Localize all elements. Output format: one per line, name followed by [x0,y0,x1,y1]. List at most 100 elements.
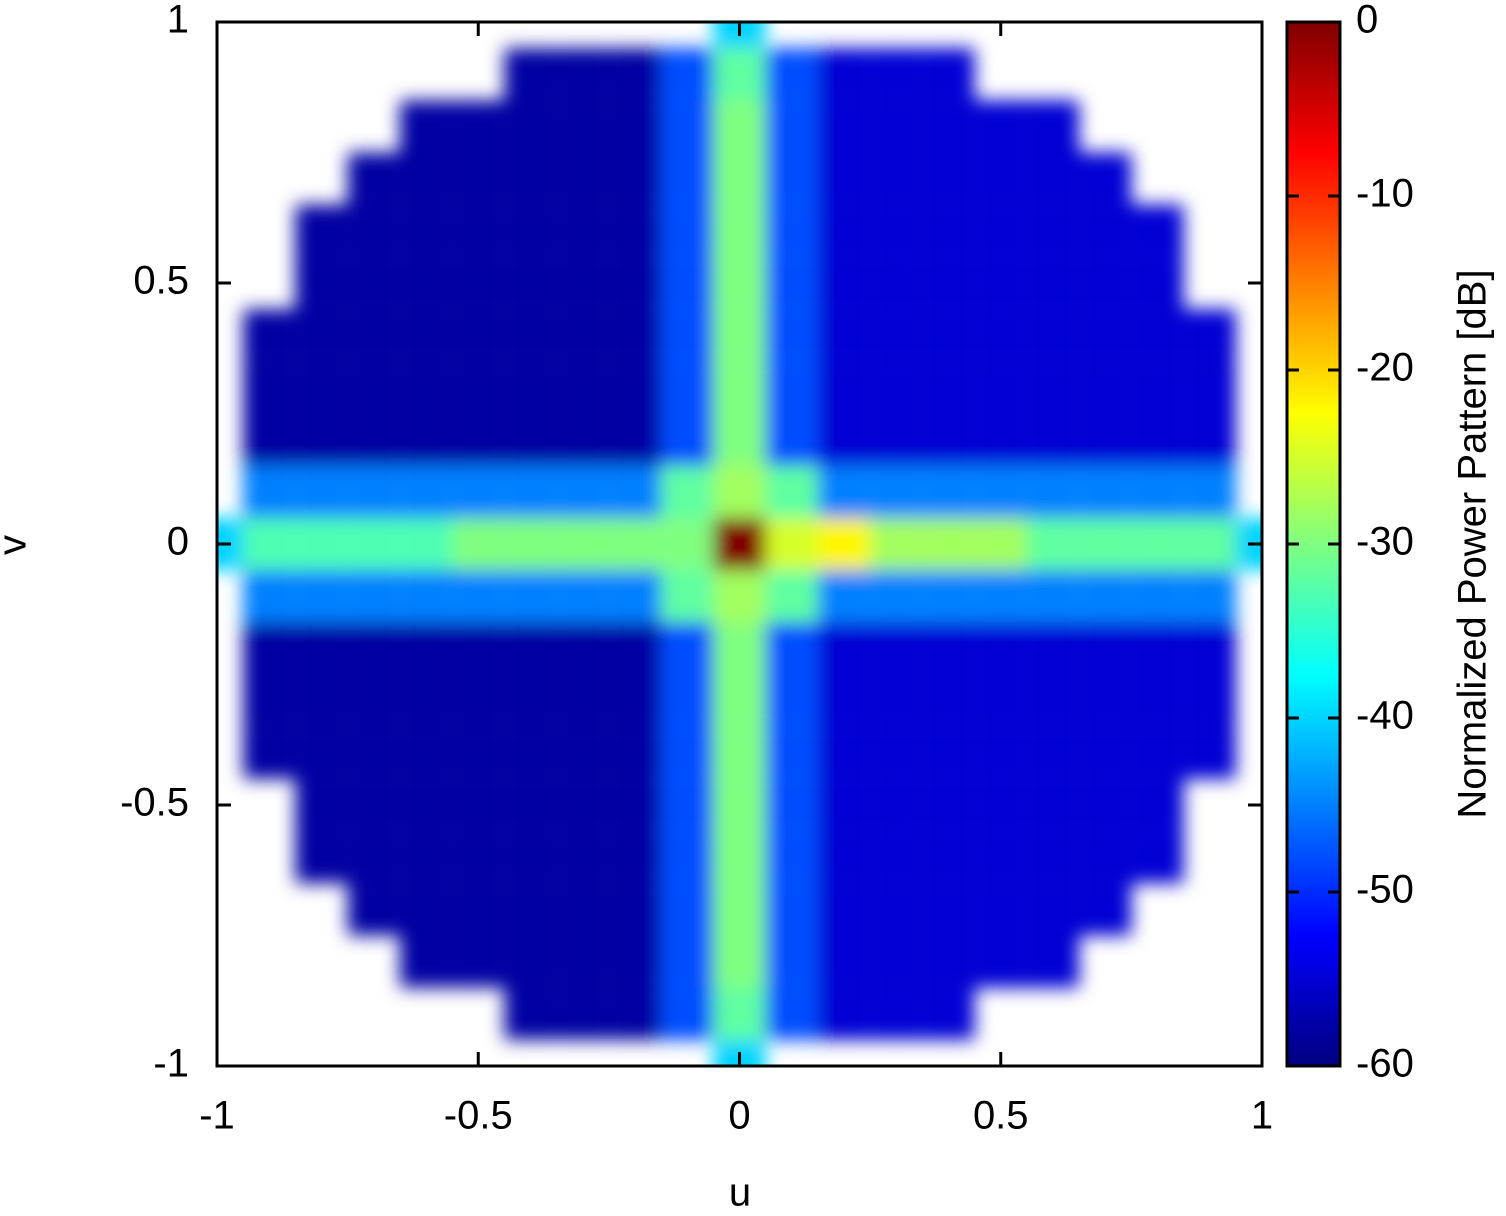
heatmap-cell [974,726,1027,779]
heatmap-cell [295,361,348,414]
heatmap-cell [504,935,557,988]
heatmap-cell [347,152,400,205]
heatmap-cell [1183,622,1236,675]
heatmap-cell [922,935,975,988]
heatmap-cell [870,883,923,936]
heatmap-cell [347,883,400,936]
heatmap-cell [608,309,662,362]
colorbar-tick-label: -40 [1356,694,1414,738]
heatmap-cell [713,48,766,101]
heatmap-cell [765,778,818,832]
heatmap-cell [1026,935,1080,988]
heatmap-cell [452,622,505,675]
heatmap-cell [922,256,975,310]
heatmap-cell [347,309,400,362]
heatmap-cell [295,413,348,466]
heatmap-cell [347,831,400,884]
heatmap-cell [922,726,975,779]
heatmap-cell [870,204,923,257]
colorbar-tick-label: -10 [1356,172,1414,216]
heatmap-cell [870,413,923,466]
heatmap-cell [765,622,818,675]
heatmap-cell [504,778,557,832]
heatmap-cell [347,674,400,727]
heatmap-cell [713,883,766,936]
heatmap-cell [504,831,557,884]
heatmap-cell [504,883,557,936]
heatmap-cell [817,883,871,936]
heatmap-cell [556,152,609,205]
heatmap-cell [765,883,818,936]
heatmap-cell [974,517,1027,571]
heatmap-cell [922,413,975,466]
heatmap-cell [817,309,871,362]
heatmap-cell [922,570,975,623]
heatmap-cell [817,204,871,257]
heatmap-cell [713,570,766,623]
heatmap-cell [974,778,1027,832]
heatmap-cell [556,570,609,623]
heatmap-cell [1183,465,1236,518]
heatmap-cell [399,778,453,832]
heatmap-cell [399,517,453,571]
heatmap-cell [1079,778,1132,832]
heatmap-cell [608,517,662,571]
heatmap-cell [1079,204,1132,257]
heatmap-cell [608,100,662,153]
heatmap-cell [661,883,714,936]
heatmap-cell [765,517,818,571]
heatmap-cell [452,778,505,832]
heatmap-cell [765,935,818,988]
heatmap-cell [295,622,348,675]
heatmap-cell [347,570,400,623]
heatmap-cell [1183,517,1236,571]
heatmap-cell [1026,204,1080,257]
y-tick-label: -0.5 [120,781,189,825]
heatmap-cell [347,413,400,466]
heatmap-cell [713,831,766,884]
heatmap-cell [661,152,714,205]
heatmap-cell [661,674,714,727]
heatmap-cell [295,831,348,884]
x-tick-label: 1 [1251,1094,1273,1138]
heatmap-cell [1079,622,1132,675]
colorbar-tick-label: -50 [1356,868,1414,912]
x-tick-label: 0 [728,1094,750,1138]
heatmap-cell [556,465,609,518]
heatmap-cell [608,256,662,310]
heatmap-cell [608,413,662,466]
heatmap-cell [1131,361,1184,414]
heatmap-cell [765,831,818,884]
heatmap-cell [608,674,662,727]
heatmap-cell [661,256,714,310]
heatmap-cell [817,256,871,310]
heatmap-cell [661,465,714,518]
heatmap-cell [1131,517,1184,571]
heatmap-cell [504,413,557,466]
heatmap-cell [870,517,923,571]
heatmap-cell [452,361,505,414]
heatmap-cell [870,622,923,675]
heatmap-cell [661,204,714,257]
x-axis-label: u [729,1171,751,1211]
heatmap-cell [1079,674,1132,727]
heatmap-cell [922,517,975,571]
heatmap-cell [399,622,453,675]
heatmap-cell [974,935,1027,988]
heatmap-cell [870,987,923,1040]
heatmap-cell [974,152,1027,205]
heatmap-cell [713,361,766,414]
x-tick-label: -0.5 [444,1094,513,1138]
heatmap-cell [504,726,557,779]
heatmap-cell [870,831,923,884]
heatmap-cell [870,674,923,727]
heatmap-cell [504,152,557,205]
heatmap-cell [556,361,609,414]
heatmap-cell [608,361,662,414]
heatmap-cell [817,726,871,779]
heatmap-cell [1079,256,1132,310]
heatmap-cell [608,883,662,936]
heatmap-cell [1026,726,1080,779]
heatmap-cell [713,987,766,1040]
